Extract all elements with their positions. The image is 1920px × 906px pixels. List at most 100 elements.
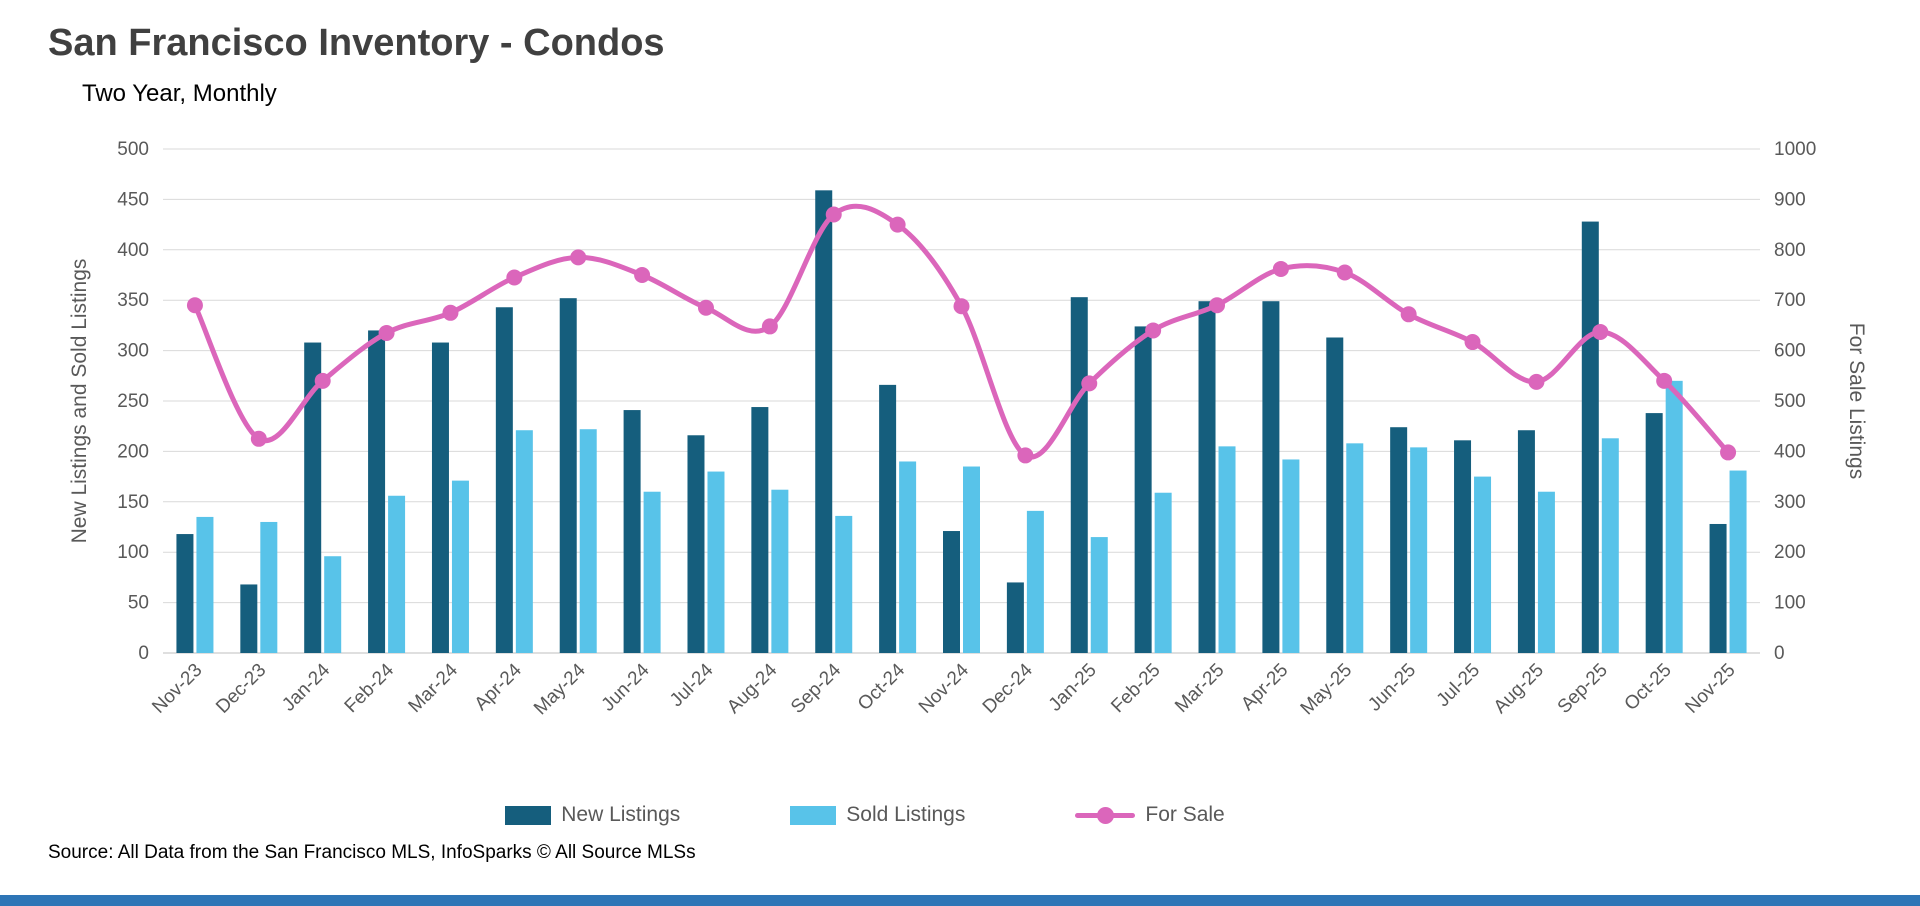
x-tick-label: Nov-25 <box>1681 660 1739 718</box>
for-sale-marker <box>889 216 906 233</box>
left-y-tick-label: 0 <box>138 643 149 664</box>
x-tick-label: Oct-24 <box>854 659 909 714</box>
x-tick-label: Apr-24 <box>471 659 526 714</box>
right-y-tick-label: 700 <box>1774 290 1806 311</box>
new-listings-swatch <box>505 805 552 825</box>
sold-listings-bar <box>324 556 342 653</box>
x-tick-label: Jun-24 <box>598 659 654 715</box>
for-sale-marker <box>186 297 203 314</box>
right-axis-title: For Sale Listings <box>1845 323 1868 479</box>
sold-listings-bar <box>1346 443 1364 653</box>
new-listings-bar <box>1006 582 1024 653</box>
x-tick-label: Dec-23 <box>212 660 270 718</box>
legend-item-sold-listings: Sold Listings <box>790 803 965 827</box>
for-sale-marker <box>1336 264 1353 281</box>
legend-item-new-listings: New Listings <box>505 803 680 827</box>
for-sale-marker <box>697 299 714 316</box>
bars <box>176 190 1747 653</box>
new-listings-bar <box>1326 337 1344 653</box>
x-tick-label: Mar-24 <box>405 659 463 717</box>
for-sale-marker <box>1656 372 1673 389</box>
sold-listings-bar <box>707 471 725 653</box>
left-y-tick-label: 150 <box>117 492 149 513</box>
for-sale-marker <box>1272 260 1289 277</box>
x-tick-label: Sep-25 <box>1554 660 1612 718</box>
new-listings-bar <box>1262 301 1280 653</box>
new-listings-bar <box>1198 301 1216 653</box>
right-y-tick-label: 0 <box>1774 643 1785 664</box>
right-y-tick-label: 400 <box>1774 441 1806 462</box>
gridlines <box>163 148 1760 654</box>
x-tick-label: Feb-25 <box>1107 660 1164 717</box>
sold-listings-bar <box>1665 380 1683 653</box>
x-tick-label: Aug-24 <box>723 659 781 717</box>
sold-listings-bar <box>1090 537 1108 653</box>
legend-label-new-listings: New Listings <box>561 803 681 826</box>
right-y-tick-label: 300 <box>1774 492 1806 513</box>
x-tick-label: Jan-24 <box>278 659 334 715</box>
for-sale-marker <box>825 206 842 223</box>
for-sale-line-marker <box>1097 806 1115 824</box>
right-y-tick-label: 800 <box>1774 240 1806 261</box>
chart-area: 0 50 100 150 200 250 300 350 400 450 500 0 100 200 300… <box>0 105 1920 805</box>
sold-listings-bar <box>643 491 661 653</box>
sold-listings-bar <box>899 461 917 653</box>
legend-label-sold-listings: Sold Listings <box>846 803 966 826</box>
left-y-tick-label: 300 <box>117 341 149 362</box>
x-tick-label: Mar-25 <box>1171 660 1228 717</box>
new-listings-bar <box>559 298 577 653</box>
left-y-tick-label: 250 <box>117 391 149 412</box>
new-listings-bar <box>368 330 386 653</box>
new-listings-bar <box>1709 523 1727 653</box>
sold-listings-bar <box>1601 438 1619 653</box>
x-tick-label: Aug-25 <box>1490 660 1548 718</box>
bottom-accent-bar <box>0 895 1920 906</box>
new-listings-bar <box>240 584 258 653</box>
for-sale-marker <box>1081 375 1098 392</box>
x-tick-label: Jul-24 <box>666 659 718 711</box>
x-tick-label: Jun-25 <box>1364 660 1420 716</box>
source-note: Source: All Data from the San Francisco … <box>48 842 696 863</box>
left-y-tick-label: 450 <box>117 189 149 210</box>
for-sale-marker <box>442 304 459 321</box>
x-tick-label: May-24 <box>530 659 590 719</box>
for-sale-marker <box>1528 373 1545 390</box>
for-sale-line-path <box>192 203 1731 460</box>
right-y-tick-label: 200 <box>1774 542 1806 563</box>
for-sale-marker <box>953 298 970 315</box>
new-listings-bar <box>687 435 705 653</box>
for-sale-marker <box>1400 306 1417 323</box>
combo-chart: 0 50 100 150 200 250 300 350 400 450 500 0 100 200 300… <box>68 139 1868 719</box>
legend-label-for-sale: For Sale <box>1145 803 1225 826</box>
sold-listings-bar <box>1410 447 1428 653</box>
new-listings-bar <box>176 534 194 653</box>
sold-listings-bar <box>835 515 853 653</box>
sold-listings-bar <box>260 521 278 653</box>
sold-listings-bar <box>1729 470 1747 653</box>
left-y-tick-label: 100 <box>117 542 149 563</box>
x-tick-label: Dec-24 <box>979 659 1037 717</box>
right-y-tick-label: 1000 <box>1774 139 1816 160</box>
for-sale-marker <box>1209 297 1226 314</box>
new-listings-bar <box>815 190 833 653</box>
sold-listings-bar <box>1218 446 1236 653</box>
for-sale-marker <box>250 430 267 447</box>
sold-listings-bar <box>1026 510 1044 653</box>
right-y-tick-label: 100 <box>1774 593 1806 614</box>
for-sale-marker <box>1592 323 1609 340</box>
left-axis-title: New Listings and Sold Listings <box>68 259 91 544</box>
new-listings-bar <box>1070 297 1088 653</box>
for-sale-marker <box>1017 447 1034 464</box>
new-listings-bar <box>751 407 769 653</box>
left-y-tick-label: 50 <box>128 593 149 614</box>
sold-listings-bar <box>451 480 469 653</box>
x-tick-label: Jul-25 <box>1433 660 1484 711</box>
for-sale-line <box>186 203 1737 464</box>
left-y-tick-label: 350 <box>117 290 149 311</box>
x-tick-label: Jan-25 <box>1045 660 1101 716</box>
for-sale-marker <box>1464 334 1481 351</box>
sold-listings-bar <box>196 516 214 653</box>
new-listings-bar <box>943 531 960 653</box>
new-listings-bar <box>1517 430 1535 653</box>
